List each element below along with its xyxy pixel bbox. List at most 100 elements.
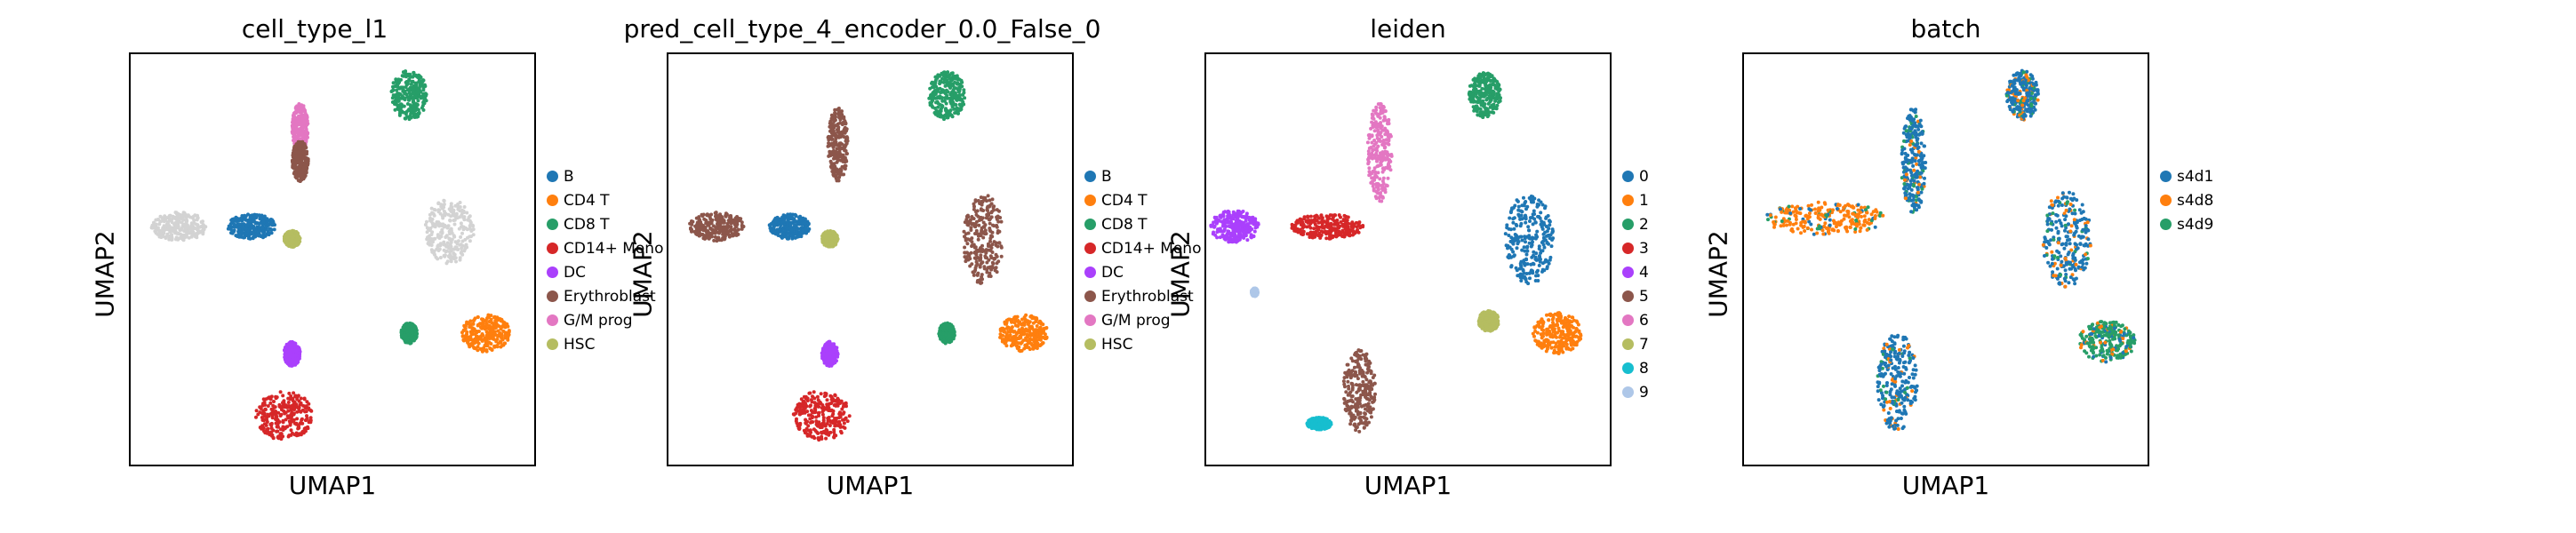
scatter-point <box>251 236 255 241</box>
scatter-point <box>779 218 782 221</box>
scatter-point <box>416 91 420 95</box>
scatter-point <box>289 394 293 398</box>
scatter-point <box>251 219 255 223</box>
scatter-point <box>500 334 504 338</box>
scatter-point <box>228 222 233 227</box>
scatter-point <box>807 227 812 231</box>
scatter-point <box>708 227 713 231</box>
scatter-point <box>476 322 480 327</box>
scatter-point <box>416 107 420 112</box>
scatter-point <box>290 130 294 134</box>
scatter-point <box>267 395 271 400</box>
scatter-point <box>716 236 720 241</box>
scatter-point <box>1028 347 1032 352</box>
scatter-point <box>261 409 266 413</box>
scatter-point <box>443 243 447 247</box>
scatter-point <box>990 197 995 202</box>
scatter-point <box>283 404 287 409</box>
scatter-point <box>170 236 174 241</box>
scatter-point <box>1015 336 1020 340</box>
scatter-point <box>979 253 983 258</box>
scatter-point <box>499 318 503 322</box>
scatter-point <box>293 150 298 155</box>
scatter-point <box>255 233 260 237</box>
scatter-point <box>249 215 253 219</box>
scatter-point <box>948 109 951 114</box>
scatter-point <box>391 81 396 85</box>
scatter-point <box>294 243 299 247</box>
scatter-point <box>962 229 966 234</box>
scatter-point <box>1016 345 1020 349</box>
scatter-plot-area <box>667 52 1074 466</box>
scatter-point <box>404 322 409 326</box>
scatter-point <box>463 335 467 339</box>
scatter-point <box>307 406 311 410</box>
scatter-point <box>963 96 967 100</box>
scatter-point <box>269 421 274 426</box>
scatter-point <box>999 219 1004 224</box>
scatter-point <box>997 241 1002 245</box>
scatter-point <box>930 99 934 104</box>
scatter-point <box>842 129 846 133</box>
scatter-point <box>303 108 307 113</box>
scatter-point <box>246 222 251 227</box>
scatter-point <box>951 84 956 88</box>
scatter-point <box>239 234 244 237</box>
scatter-point <box>966 219 971 224</box>
scatter-point <box>481 317 485 322</box>
scatter-point <box>970 215 974 219</box>
scatter-point <box>440 224 444 227</box>
scatter-point <box>461 338 466 343</box>
scatter-point <box>498 331 502 335</box>
scatter-point <box>413 81 418 85</box>
scatter-point <box>699 227 703 232</box>
scatter-point <box>428 219 432 223</box>
scatter-point <box>777 221 781 226</box>
scatter-point <box>420 95 425 99</box>
scatter-point <box>955 109 959 114</box>
scatter-point <box>260 215 265 219</box>
scatter-point <box>170 220 174 225</box>
scatter-point <box>833 153 837 157</box>
scatter-point <box>305 400 309 404</box>
scatter-point <box>443 254 447 259</box>
scatter-point <box>970 262 974 266</box>
scatter-point <box>945 78 949 83</box>
scatter-point <box>966 251 971 256</box>
scatter-point <box>152 220 156 225</box>
scatter-point <box>979 256 983 260</box>
scatter-point <box>973 222 978 227</box>
scatter-point <box>174 211 179 215</box>
cluster-points <box>399 321 420 346</box>
scatter-point <box>844 141 849 146</box>
scatter-point <box>995 261 999 266</box>
scatter-point <box>986 208 989 212</box>
scatter-point <box>833 111 837 115</box>
scatter-point <box>276 410 281 415</box>
scatter-point <box>409 115 413 120</box>
scatter-point <box>405 102 410 106</box>
scatter-point <box>249 223 253 227</box>
scatter-point <box>483 344 487 347</box>
scatter-point <box>278 435 283 440</box>
umap-scatter <box>688 70 1049 442</box>
scatter-point <box>720 220 724 225</box>
scatter-point <box>303 111 308 115</box>
legend-label: CD4 T <box>564 191 610 210</box>
scatter-point <box>976 237 980 242</box>
scatter-point <box>1019 329 1023 333</box>
scatter-point <box>995 225 999 229</box>
panel-title: cell_type_l1 <box>241 14 388 44</box>
x-axis-label: UMAP1 <box>288 471 377 500</box>
scatter-point <box>303 171 308 175</box>
scatter-point <box>168 226 172 230</box>
scatter-point <box>292 134 296 139</box>
scatter-point <box>801 231 804 235</box>
scatter-point <box>160 216 164 220</box>
scatter-point <box>302 397 307 402</box>
scatter-point <box>471 322 476 326</box>
scatter-point <box>972 204 976 209</box>
scatter-point <box>996 219 1001 224</box>
scatter-point <box>293 394 298 398</box>
scatter-point <box>270 416 275 420</box>
